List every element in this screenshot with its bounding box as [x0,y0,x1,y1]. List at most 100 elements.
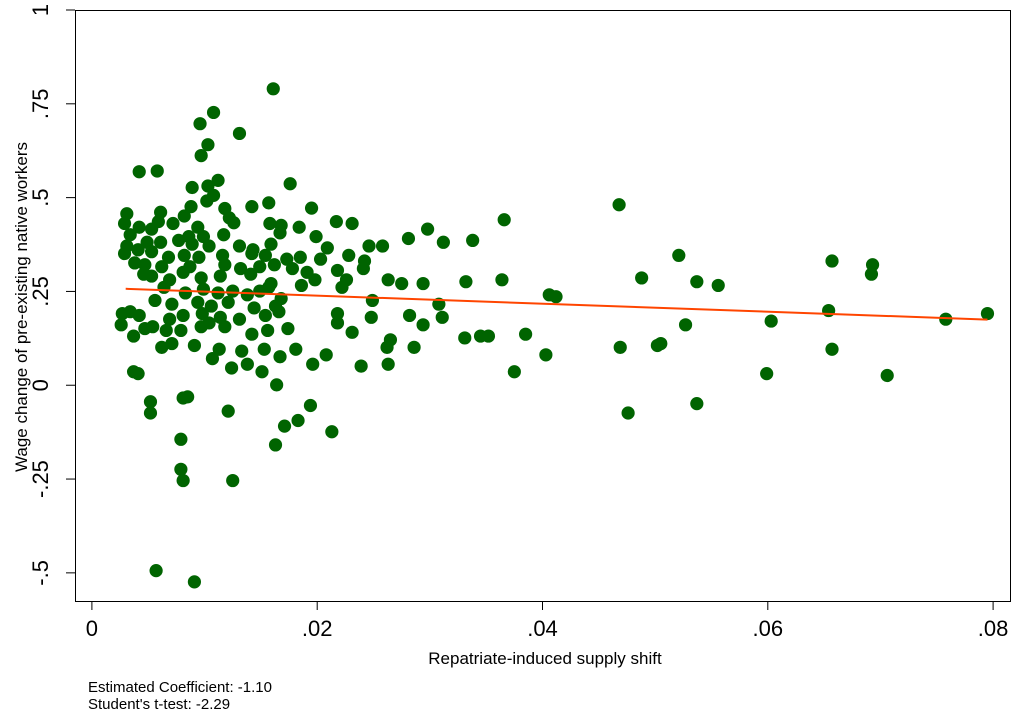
fit-line [125,287,988,321]
data-point [458,331,472,345]
data-point [356,261,370,276]
data-point [711,278,725,293]
data-point [176,308,190,323]
coefficient-note: Estimated Coefficient: -1.10 [88,679,272,696]
data-point [319,348,333,362]
data-point [407,340,421,354]
data-point [273,350,287,364]
data-point [272,305,286,319]
data-point [221,404,235,418]
data-point [313,252,328,266]
data-point [365,293,379,308]
data-point [187,575,202,589]
data-point [240,288,254,302]
data-point [174,432,188,446]
x-tick-label: .04 [527,616,558,641]
data-point [244,267,258,281]
data-point [131,367,145,381]
data-point [211,173,225,187]
data-point [273,226,287,240]
data-point [690,275,704,289]
data-point [132,308,146,323]
data-point [277,419,292,433]
data-point [364,310,378,324]
data-point [187,338,202,353]
data-point [395,276,409,291]
data-point [320,241,334,255]
data-point [172,233,186,247]
data-point [330,316,345,330]
data-point [232,239,247,253]
data-point [233,261,248,276]
data-point [145,245,159,259]
data-point [166,216,180,231]
x-tick-label: .02 [302,616,333,641]
data-point [507,365,521,379]
data-point [262,280,276,294]
data-point [306,357,320,371]
data-point [330,263,345,278]
data-point [293,250,307,264]
data-point [263,216,277,231]
data-point [285,261,300,276]
data-point [980,306,995,321]
data-point [163,312,177,326]
data-point [204,299,218,313]
data-point [155,260,169,274]
data-point [206,105,221,120]
data-point [218,320,232,334]
data-point [420,222,435,236]
data-point [825,342,839,356]
data-point [466,233,480,247]
data-point [335,280,349,294]
data-point [281,321,295,336]
data-point [308,273,322,287]
y-axis-title: Wage change of pre-existing native worke… [12,142,31,472]
data-point [495,273,509,287]
data-point [126,329,141,343]
data-point [329,215,343,229]
data-point [303,398,318,413]
data-point [131,243,145,257]
data-point [401,231,416,246]
data-point [181,390,195,404]
y-tick-label: 1 [28,4,53,16]
data-point [435,310,449,324]
data-point [240,357,254,371]
data-point [128,256,142,270]
data-point [185,237,199,251]
data-point [345,216,359,231]
data-point [177,248,191,263]
data-point [294,278,309,293]
data-point [304,201,319,215]
data-point [690,397,704,411]
data-point [245,246,259,261]
data-point [174,323,188,338]
data-point [226,473,240,488]
data-point [612,198,626,212]
data-point [195,306,209,321]
data-point [123,228,137,242]
data-point [226,284,240,298]
data-points [114,82,995,589]
data-point [380,340,394,354]
data-point [613,340,627,354]
fit-line-group [125,287,988,321]
data-point [354,359,368,373]
data-point [200,194,214,208]
data-point [621,406,635,420]
data-point [192,250,206,264]
y-tick-label: .75 [28,89,53,120]
data-point [436,235,450,249]
data-point [289,342,303,356]
x-axis: 0 .02 .04 .06 .08 [86,601,1008,641]
data-point [155,340,169,354]
data-point [381,273,395,287]
data-point [864,267,879,281]
data-point [217,228,231,242]
data-point [822,303,836,318]
data-point [185,180,199,195]
data-point [283,177,297,191]
data-point [184,200,198,214]
data-point [177,209,191,223]
